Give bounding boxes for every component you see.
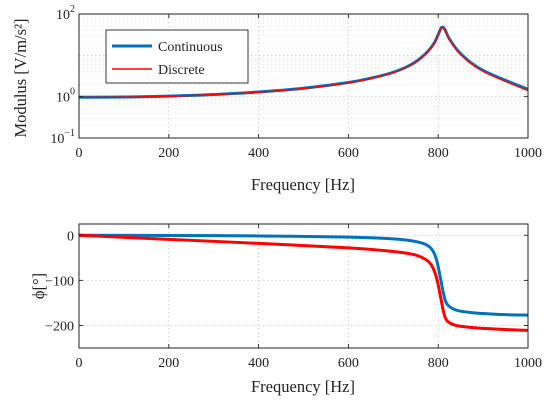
modulus-x-tick-label: 800 [428,146,449,161]
phase-y-tick-label: −200 [45,319,74,334]
phase-x-tick-label: 400 [248,356,269,371]
phase-y-tick-label: 0 [67,229,74,244]
phase-series-lines [78,233,529,332]
legend: Continuous Discrete [105,29,249,84]
phase-series-discrete [78,233,529,332]
modulus-y-tick-label: 102 [56,4,75,23]
phase-chart: 0 200 400 600 800 1000 0 −100 −200 Frequency [H… [29,223,542,396]
phase-x-tick-label: 800 [428,356,449,371]
legend-label-continuous: Continuous [158,40,223,55]
phase-y-ticks: 0 −100 −200 [45,229,528,334]
modulus-x-tick-label: 600 [338,146,359,161]
modulus-grid [79,14,528,138]
modulus-x-axis-label: Frequency [Hz] [251,175,355,194]
phase-x-ticks: 0 200 400 600 800 1000 [76,224,542,371]
phase-x-tick-label: 0 [76,356,83,371]
modulus-x-tick-label: 1000 [514,146,542,161]
phase-x-tick-label: 600 [338,356,359,371]
phase-y-tick-label: −100 [45,274,74,289]
modulus-y-tick-label: 10−1 [50,128,75,147]
modulus-x-ticks: 0 200 400 600 800 1000 [76,14,542,161]
phase-y-axis-label: ϕ[°] [29,273,48,299]
modulus-x-tick-label: 200 [158,146,179,161]
modulus-x-tick-label: 400 [248,146,269,161]
phase-x-tick-label: 1000 [514,356,542,371]
phase-series-continuous [78,233,529,317]
modulus-series-discrete [78,26,529,99]
phase-grid [79,224,528,348]
modulus-chart: 0 200 400 600 800 1000 10−1 100 102 Frequency [… [11,4,542,194]
legend-label-discrete: Discrete [158,63,205,78]
modulus-y-tick-label: 100 [56,87,75,106]
modulus-y-ticks: 10−1 100 102 [50,4,528,147]
modulus-plot-frame [78,13,529,139]
phase-plot-frame [78,223,529,349]
modulus-series-lines [78,25,529,99]
phase-x-axis-label: Frequency [Hz] [251,377,355,396]
modulus-y-axis-label: Modulus [V/m/s²] [11,18,30,137]
legend-box [105,29,249,84]
phase-x-tick-label: 200 [158,356,179,371]
modulus-x-tick-label: 0 [76,146,83,161]
